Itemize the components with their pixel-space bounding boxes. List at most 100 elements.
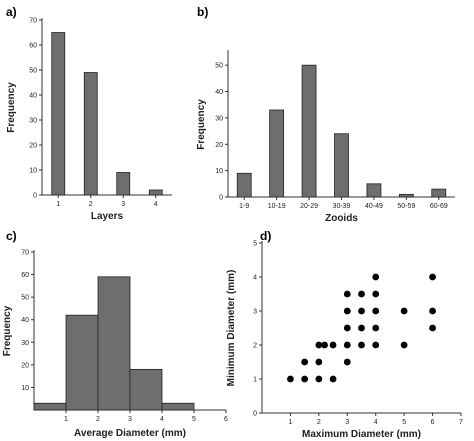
- panel-d-point-20: [372, 307, 380, 315]
- panel-a-ytick-label-5: 50: [29, 68, 37, 75]
- panel-d-xtick-label-0: 1: [288, 419, 292, 426]
- panel-d-ytick-label-2: 2: [253, 343, 257, 350]
- panel-b-ytick-label-2: 20: [215, 142, 223, 149]
- panel-d-point-8: [329, 341, 337, 349]
- panel-c-ylabel: Frequency: [2, 305, 13, 356]
- panel-a-ytick-label-4: 40: [29, 93, 37, 100]
- panel-b-ytick-label-0: 0: [219, 195, 223, 202]
- panel-b-xtick-label-5: 50-59: [397, 203, 415, 210]
- panel-d-point-24: [400, 307, 408, 315]
- panel-d-xtick-label-6: 7: [459, 419, 463, 426]
- panel-a-panel-label: a): [6, 5, 17, 19]
- panel-d-point-16: [358, 307, 365, 315]
- panel-c-xtick-label-0: 1: [64, 416, 68, 423]
- panel-b-bar-60-69: [431, 188, 447, 198]
- panel-b-bar-20-29: [301, 64, 317, 198]
- panel-d-point-19: [372, 324, 380, 332]
- panel-d-point-21: [372, 290, 380, 298]
- panel-b-xlabel: Zooids: [325, 213, 358, 224]
- panel-c-xtick-label-1: 2: [96, 416, 100, 423]
- panel-d-point-18: [372, 341, 380, 349]
- panel-d-point-9: [343, 358, 351, 366]
- panel-c-bar-1-2: [65, 314, 99, 411]
- panel-b-ytick-label-1: 10: [215, 168, 223, 175]
- panel-a-ytick-label-7: 70: [29, 18, 37, 25]
- panel-b: b) 0 10 20 30 40 50 1-9 10-19 20-29 30-39 40-49 50-5…: [196, 5, 455, 224]
- panel-b-ytick-label-5: 50: [215, 63, 223, 70]
- panel-d-ytick-label-3: 3: [253, 309, 257, 316]
- panel-a-ytick-label-3: 30: [29, 118, 37, 125]
- panel-a-xtick-label-3: 4: [154, 201, 158, 208]
- panel-d-point-25: [429, 324, 436, 332]
- panel-d-ytick-label-5: 5: [253, 241, 257, 248]
- panel-c-ytick-label-1: 20: [21, 362, 29, 369]
- panel-a-bar-2: [83, 72, 98, 196]
- panel-b-xtick-label-1: 10-19: [268, 203, 286, 210]
- panel-a-bar-3: [116, 172, 131, 196]
- panel-c-xtick-label-5: 6: [224, 416, 228, 423]
- panel-b-panel-label: b): [197, 5, 208, 19]
- panel-b-xtick-label-6: 60-69: [430, 203, 448, 210]
- panel-d-ytick-label-0: 0: [253, 411, 257, 418]
- panel-d-point-7: [329, 375, 337, 383]
- panel-a-bar-1: [51, 32, 66, 196]
- panel-a-ytick-label-6: 60: [29, 43, 37, 50]
- panel-b-ylabel: Frequency: [196, 99, 207, 150]
- panel-d-ytick-label-4: 4: [253, 275, 257, 282]
- panel-d-point-0: [287, 375, 294, 383]
- panel-d-point-4: [315, 358, 323, 366]
- panel-d-point-11: [343, 324, 351, 332]
- panel-d-xtick-label-5: 6: [431, 419, 435, 426]
- panel-b-bar-50-59: [398, 193, 414, 198]
- panel-c-xlabel: Average Diameter (mm): [74, 428, 186, 439]
- panel-d-xtick-label-4: 5: [402, 419, 406, 426]
- panel-d-point-14: [358, 341, 365, 349]
- panel-a: a) 0 10 20 30 40 50 60 70 1 2 3 4 Frequency Layers: [6, 5, 172, 222]
- panel-c-xtick-label-2: 3: [128, 416, 132, 423]
- panel-a-xtick-label-1: 2: [89, 201, 93, 208]
- panel-b-ytick-label-4: 40: [215, 89, 223, 96]
- panel-d-panel-label: d): [260, 229, 271, 243]
- panel-c-xtick-label-4: 5: [192, 416, 196, 423]
- panel-c: c) 10 20 30 40 50 60 70 1 2 3 4 5 6 Frequency Average D…: [2, 229, 228, 439]
- panel-a-bar-4: [148, 189, 163, 196]
- panel-d-ylabel: Minimum Diameter (mm): [226, 270, 237, 387]
- panel-b-xtick-label-0: 1-9: [239, 203, 249, 210]
- panel-d-point-17: [358, 290, 365, 298]
- panel-a-xlabel: Layers: [91, 211, 124, 222]
- panel-d-point-15: [358, 324, 365, 332]
- panel-c-ytick-label-5: 60: [21, 272, 29, 279]
- panel-b-xtick-label-4: 40-49: [365, 203, 383, 210]
- panel-a-xtick-label-2: 3: [121, 201, 125, 208]
- panel-a-xtick-label-0: 1: [56, 201, 60, 208]
- panel-a-ytick-label-2: 20: [29, 143, 37, 150]
- panel-b-bar-40-49: [366, 183, 382, 198]
- panel-c-ytick-label-3: 40: [21, 317, 29, 324]
- panel-b-ytick-label-3: 30: [215, 115, 223, 122]
- panel-d-point-27: [429, 273, 436, 281]
- panel-d-point-6: [321, 341, 328, 349]
- panel-d-xtick-label-1: 2: [317, 419, 321, 426]
- panel-d-point-2: [301, 358, 309, 366]
- panel-a-ytick-label-1: 10: [29, 168, 37, 175]
- panel-b-bar-1-9: [236, 172, 252, 198]
- panel-b-xtick-label-2: 20-29: [300, 203, 318, 210]
- panel-d-point-3: [315, 375, 323, 383]
- panel-d-point-13: [343, 290, 351, 298]
- panel-d-point-26: [429, 307, 436, 315]
- panel-c-ytick-label-6: 70: [21, 250, 29, 257]
- panel-a-ylabel: Frequency: [6, 82, 17, 133]
- panel-c-ytick-label-2: 30: [21, 340, 29, 347]
- panel-d-point-23: [400, 341, 408, 349]
- panel-c-ytick-label-0: 10: [21, 385, 29, 392]
- panel-c-bar-2-3: [97, 276, 131, 411]
- panel-c-bar-3-4: [129, 368, 163, 411]
- panel-d-xtick-label-3: 4: [374, 419, 378, 426]
- panel-c-bar-0-1: [33, 402, 67, 411]
- panel-d-point-12: [343, 307, 351, 315]
- panel-d-xtick-label-2: 3: [345, 419, 349, 426]
- panel-d-point-5: [315, 341, 323, 349]
- panel-c-bar-4-5: [161, 402, 195, 411]
- panel-c-xtick-label-3: 4: [160, 416, 164, 423]
